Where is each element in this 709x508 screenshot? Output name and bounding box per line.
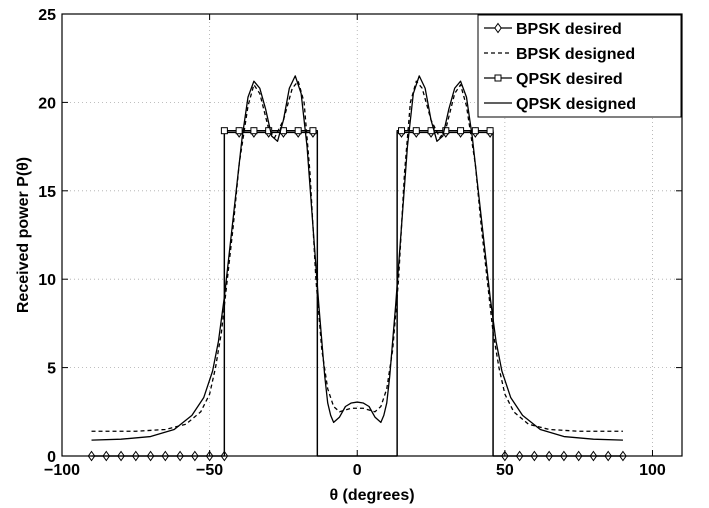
data-point-marker — [471, 127, 479, 135]
y-tick-label: 5 — [47, 361, 56, 378]
y-axis-label: Received power P(θ) — [15, 157, 32, 313]
data-point-marker — [412, 127, 420, 135]
plot-frame — [61, 13, 683, 457]
y-tick-label: 20 — [38, 95, 56, 112]
data-point-marker — [235, 127, 243, 135]
series-line — [91, 80, 623, 432]
legend-item: BPSK designed — [484, 46, 635, 63]
data-point-marker — [457, 127, 465, 135]
x-tick-label: −100 — [44, 462, 80, 479]
legend: BPSK desired BPSK designed QPSK desired QPS… — [477, 14, 682, 118]
x-tick-label: 50 — [496, 462, 514, 479]
data-point-marker — [309, 127, 317, 135]
series-qpsk-designed — [91, 75, 623, 441]
legend-box — [477, 14, 682, 118]
data-point-marker — [250, 127, 258, 135]
series-bpsk-designed — [91, 80, 623, 432]
y-tick-label: 25 — [38, 7, 56, 24]
legend-label: QPSK desired — [516, 71, 623, 88]
y-tick-label: 15 — [38, 184, 56, 201]
legend-marker — [494, 22, 502, 34]
legend-marker — [494, 74, 502, 82]
data-point-marker — [265, 127, 273, 135]
data-point-marker — [294, 127, 302, 135]
legend-label: BPSK desired — [516, 21, 622, 38]
legend-label: QPSK designed — [516, 96, 636, 113]
data-point-marker — [398, 127, 406, 135]
legend-item: QPSK desired — [484, 71, 623, 88]
x-tick-label: 0 — [353, 462, 362, 479]
x-axis-label: θ (degrees) — [329, 487, 414, 504]
legend-item: BPSK desired — [484, 21, 622, 38]
legend-label: BPSK designed — [516, 46, 635, 63]
data-point-marker — [220, 127, 228, 135]
series-line — [91, 75, 623, 441]
x-tick-label: −50 — [196, 462, 223, 479]
legend-item: QPSK designed — [484, 96, 636, 113]
y-tick-label: 10 — [38, 272, 56, 289]
data-point-marker — [442, 127, 450, 135]
x-tick-label: 100 — [639, 462, 666, 479]
y-tick-label: 0 — [47, 449, 56, 466]
data-point-marker — [486, 127, 494, 135]
